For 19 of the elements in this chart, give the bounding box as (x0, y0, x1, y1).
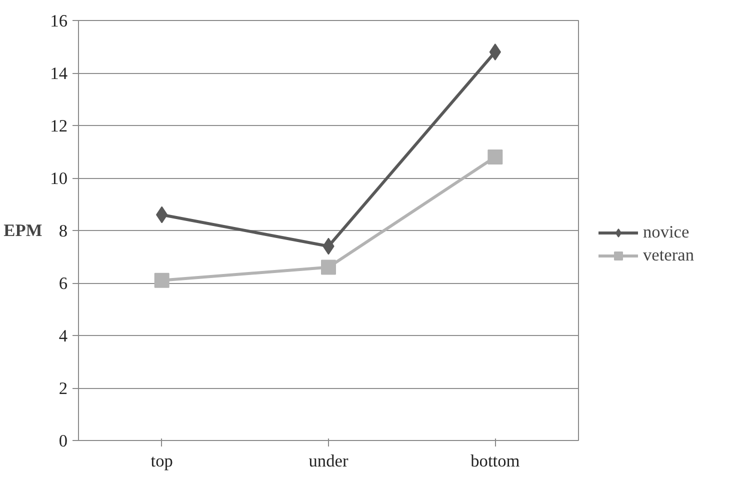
y-tick-label: 12 (50, 116, 68, 136)
y-tick-label: 4 (58, 326, 68, 346)
point (154, 272, 170, 288)
y-tick-label: 2 (58, 379, 68, 398)
point (489, 44, 501, 60)
y-tick-label: 14 (50, 64, 68, 83)
legend-label: veteran (643, 245, 694, 265)
y-axis-title: EPM (4, 221, 42, 240)
x-tick-label: top (150, 452, 173, 470)
y-tick-label: 6 (58, 274, 68, 293)
x-tick-label: bottom (470, 452, 520, 470)
legend-label: novice (643, 222, 690, 242)
y-tick-label: 8 (58, 222, 68, 240)
point (321, 260, 336, 275)
y-tick-label: 10 (50, 169, 68, 188)
y-tick-label: 16 (50, 12, 68, 30)
x-tick-label: under (308, 452, 348, 470)
y-tick-label: 0 (58, 432, 68, 450)
point (488, 150, 503, 164)
